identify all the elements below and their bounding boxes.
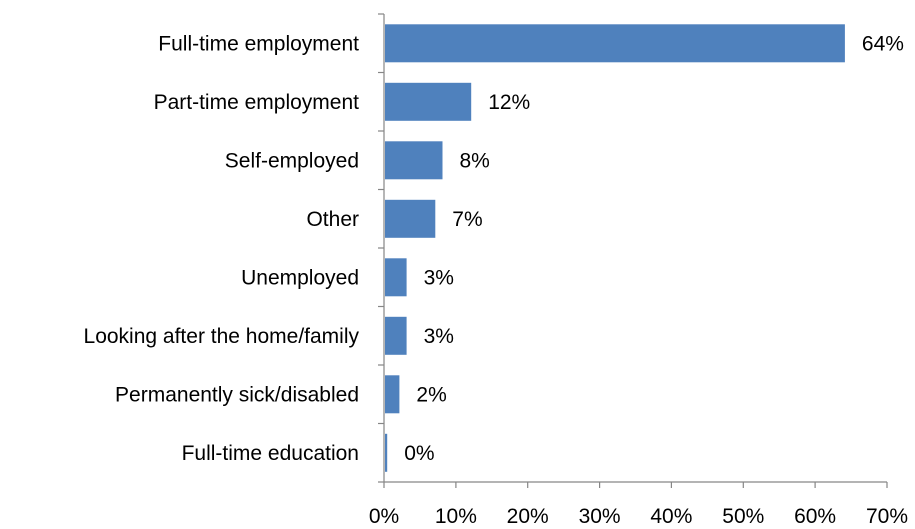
data-label: 2% — [416, 383, 446, 406]
axis-layer — [378, 13, 888, 488]
x-tick-label: 50% — [722, 505, 764, 528]
bar-unemployed — [385, 258, 407, 297]
data-label: 64% — [862, 32, 904, 55]
data-label: 8% — [460, 149, 490, 172]
category-label: Part-time employment — [154, 91, 360, 114]
x-tick-label: 70% — [866, 505, 908, 528]
category-label: Permanently sick/disabled — [115, 383, 359, 406]
x-tick-label: 10% — [435, 505, 477, 528]
bar-other — [385, 199, 436, 238]
category-label: Other — [306, 208, 359, 231]
x-tick-label: 0% — [369, 505, 399, 528]
bars-layer — [385, 24, 845, 472]
bar-looking-after-the-home-family — [385, 316, 407, 355]
category-label: Self-employed — [225, 149, 359, 172]
bar-self-employed — [385, 141, 443, 180]
data-label: 0% — [404, 442, 434, 465]
category-label: Unemployed — [241, 266, 359, 289]
x-tick-label: 60% — [794, 505, 836, 528]
bar-permanently-sick-disabled — [385, 375, 400, 414]
category-label: Full-time education — [182, 442, 359, 465]
labels-layer: Full-time employment 64% Part-time employm… — [84, 32, 909, 528]
x-tick-label: 20% — [507, 505, 549, 528]
data-label: 3% — [424, 325, 454, 348]
data-label: 7% — [452, 208, 482, 231]
category-label: Full-time employment — [158, 32, 359, 55]
category-label: Looking after the home/family — [84, 325, 360, 348]
x-tick-label: 40% — [650, 505, 692, 528]
data-label: 3% — [424, 266, 454, 289]
data-label: 12% — [488, 91, 530, 114]
x-tick-label: 30% — [579, 505, 621, 528]
bar-part-time-employment — [385, 82, 472, 121]
bar-full-time-employment — [385, 24, 845, 63]
bar-full-time-education — [385, 433, 388, 472]
